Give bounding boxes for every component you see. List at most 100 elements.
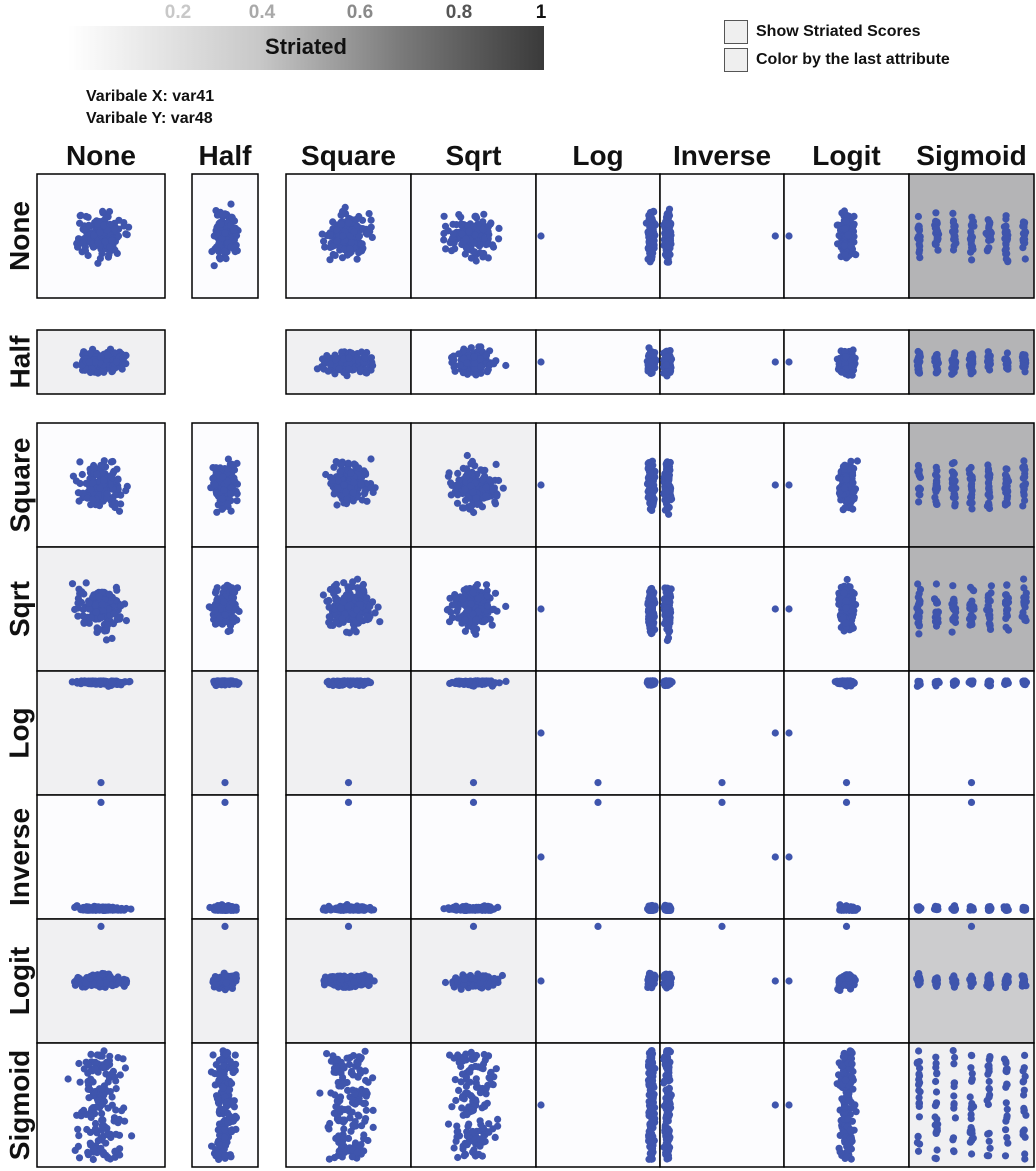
data-point <box>79 239 87 247</box>
scatter-cell-sigmoid-square[interactable] <box>908 422 1035 548</box>
data-point <box>968 487 976 495</box>
data-point <box>951 493 959 502</box>
data-point <box>914 580 922 588</box>
data-point <box>342 488 350 496</box>
data-point <box>969 218 977 226</box>
data-point <box>321 243 329 251</box>
data-point <box>664 634 673 642</box>
scatter-cell-sqrt-sqrt[interactable] <box>410 546 537 672</box>
scatter-cell-square-square[interactable] <box>285 422 412 548</box>
data-point <box>950 459 958 467</box>
scatter-cell-half-sqrt[interactable] <box>191 546 259 672</box>
data-point <box>469 589 477 597</box>
scatter-cell-inverse-sqrt[interactable] <box>659 546 785 672</box>
data-point <box>986 613 994 621</box>
data-point <box>647 621 656 629</box>
data-point <box>458 230 466 238</box>
data-point <box>454 614 462 622</box>
data-point <box>1021 368 1029 376</box>
scatter-cell-sqrt-square[interactable] <box>410 422 537 548</box>
data-point <box>220 584 228 592</box>
scatter-cell-inverse-half[interactable] <box>659 329 785 395</box>
data-point <box>646 469 655 477</box>
scatter-cell-square-sqrt[interactable] <box>285 546 412 672</box>
scatter-cell-half-log[interactable] <box>191 670 259 796</box>
scatter-cell-sigmoid-sqrt[interactable] <box>908 546 1035 672</box>
data-point <box>1004 605 1012 613</box>
data-point <box>356 614 364 622</box>
data-point <box>932 240 940 248</box>
data-point <box>842 217 850 225</box>
data-point <box>771 358 779 366</box>
scatter-cell-logit-square[interactable] <box>783 422 910 548</box>
show-striated-option[interactable]: Show Striated Scores <box>724 20 921 44</box>
data-point <box>110 467 118 475</box>
data-point <box>228 460 236 468</box>
data-point <box>326 621 334 629</box>
data-point <box>89 496 97 504</box>
scatter-cell-sigmoid-none[interactable] <box>908 173 1035 299</box>
scatter-cell-sigmoid-half[interactable] <box>908 329 1035 395</box>
data-point <box>1001 228 1009 236</box>
data-point <box>89 243 97 251</box>
data-point <box>333 237 341 245</box>
scatter-cell-none-sqrt[interactable] <box>36 546 166 672</box>
scatter-cell-log-half[interactable] <box>535 329 661 395</box>
data-point <box>453 481 461 489</box>
data-point <box>449 230 457 238</box>
scatter-cell-sqrt-half[interactable] <box>410 329 537 395</box>
scatter-cell-log-none[interactable] <box>535 173 661 299</box>
scatter-cell-square-half[interactable] <box>285 329 412 395</box>
data-point <box>97 779 105 787</box>
data-point <box>495 235 503 243</box>
data-point <box>219 473 227 481</box>
data-point <box>664 609 672 617</box>
data-point <box>932 610 941 618</box>
data-point <box>118 365 126 373</box>
scatter-cell-none-log[interactable] <box>36 670 166 796</box>
color-last-attribute-option[interactable]: Color by the last attribute <box>724 48 950 72</box>
scatter-cell-none-none[interactable] <box>36 173 166 299</box>
scatter-cell-inverse-square[interactable] <box>659 422 785 548</box>
data-point <box>913 357 921 365</box>
data-point <box>463 359 471 367</box>
scatter-cell-sqrt-none[interactable] <box>410 173 537 299</box>
data-point <box>99 207 107 215</box>
color-last-attribute-label: Color by the last attribute <box>756 51 950 68</box>
scatter-cell-log-sqrt[interactable] <box>535 546 661 672</box>
data-point <box>455 211 463 219</box>
data-point <box>490 360 498 368</box>
color-last-attribute-checkbox[interactable] <box>724 48 748 72</box>
data-point <box>356 366 364 374</box>
scatter-cell-logit-sqrt[interactable] <box>783 546 910 672</box>
scatter-cell-square-none[interactable] <box>285 173 412 299</box>
scatter-cell-logit-none[interactable] <box>783 173 910 299</box>
scatter-cell-none-half[interactable] <box>36 329 166 395</box>
data-point <box>98 600 106 609</box>
data-point <box>119 354 127 362</box>
data-point <box>114 232 123 240</box>
data-point <box>1003 581 1011 589</box>
data-point <box>1002 212 1010 220</box>
data-point <box>462 235 470 243</box>
column-label-inverse: Inverse <box>672 140 772 171</box>
data-point <box>340 246 348 254</box>
scatter-cell-none-square[interactable] <box>36 422 166 548</box>
show-striated-checkbox[interactable] <box>724 20 748 44</box>
data-point <box>452 595 460 603</box>
scatter-cell-half-square[interactable] <box>191 422 259 548</box>
data-point <box>117 602 125 610</box>
data-point <box>80 226 88 234</box>
scatter-cell-log-square[interactable] <box>535 422 661 548</box>
data-point <box>933 225 941 233</box>
data-point <box>229 613 237 621</box>
data-point <box>461 496 470 504</box>
data-point <box>647 480 655 488</box>
data-point <box>376 618 384 626</box>
scatter-cell-inverse-none[interactable] <box>659 173 785 299</box>
data-point <box>470 359 479 367</box>
scatter-cell-logit-half[interactable] <box>783 329 910 395</box>
scatter-cell-half-none[interactable] <box>191 173 259 299</box>
data-point <box>337 461 345 469</box>
data-point <box>362 229 371 237</box>
